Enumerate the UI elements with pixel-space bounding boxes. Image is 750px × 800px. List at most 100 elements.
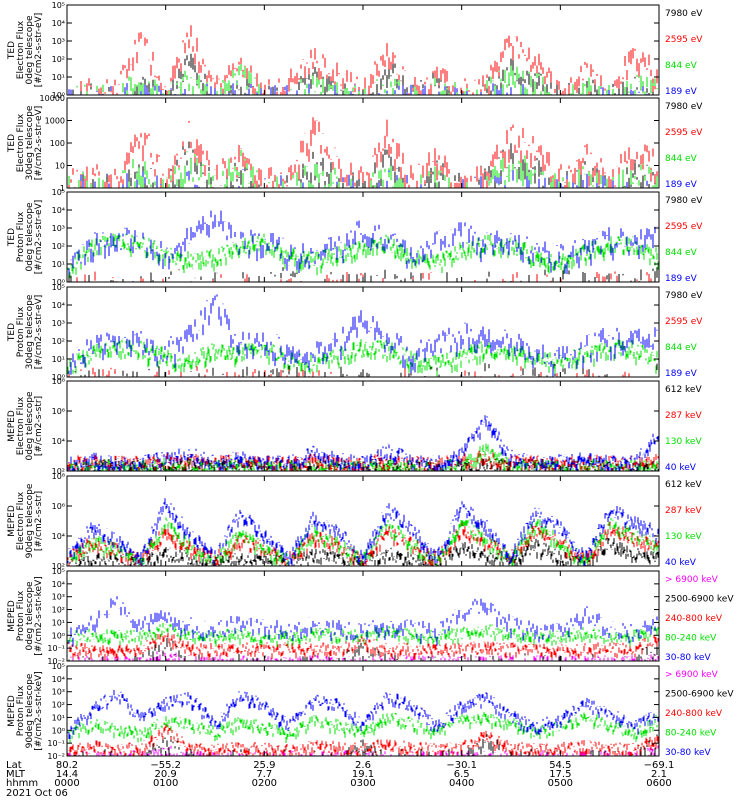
footer-lat-value: −55.2 [150,760,181,771]
legend-entry: 844 eV [665,248,698,258]
legend-entry: 2595 eV [665,128,703,138]
legend-entry: 287 keV [665,506,702,516]
panel-3: 10⁰ 10¹ 10² 10³ 10⁴ 10⁵ TEDProton Flux0deg tel… [7,188,703,287]
legend-entry: 612 keV [665,385,702,395]
legend-entry: > 6900 keV [665,670,719,680]
legend-entry: 7980 eV [665,102,703,112]
y-axis-label: TEDElectron Flux30deg telescope[#/cm2-s-… [7,105,44,180]
footer-hhmm-value: 0300 [350,778,375,789]
footer-hhmm-value: 0500 [548,778,573,789]
y-axis-label: MEPEDElectron Flux90deg telescope[#/cm2-… [7,483,44,558]
panels-group: 10⁰ 10¹ 10² 10³ 10⁴ 10⁵ TEDElectron Flux0deg t… [7,1,734,761]
y-tick-label: 10⁵ [52,662,65,671]
footer-mlt-value: 7.7 [256,769,272,780]
y-tick-label: 10⁸ [52,377,65,386]
y-axis-label: MEPEDProton Flux0deg telescope[#/cm2-s-s… [7,576,44,655]
footer-lat-value: −30.1 [446,760,477,771]
footer-hhmm-value: 0600 [646,778,671,789]
legend-entry: 844 eV [665,343,698,353]
y-tick-label: 10² [52,55,65,64]
footer-row-label-lat: Lat [6,760,22,771]
panel-2: 1 10 100 1000 10000 TEDElectron Flux30deg tel… [7,94,703,193]
series-line-4-1 [68,363,658,377]
y-axis-label: TEDProton Flux30deg telescope[#/cm2-s-st… [7,294,44,369]
footer-mlt-value: 14.4 [56,769,78,780]
footer-mlt-value: 19.1 [352,769,374,780]
footer-row-label-mlt: MLT [6,769,26,780]
legend-entry: 189 eV [665,87,698,97]
legend-entry: 240-800 keV [665,709,723,719]
y-tick-label: 10¹ [52,260,65,269]
footer-date: 2021 Oct 06 [6,788,68,799]
y-tick-label: 10² [52,606,65,615]
y-tick-label: 10⁵ [52,567,65,576]
y-tick-label: 1000 [45,117,65,126]
footer-mlt-value: 2.1 [651,769,667,780]
series-line-3-1 [68,265,660,282]
panel-frame [66,4,660,96]
y-tick-label: 10⁻¹ [47,644,65,653]
panel-8: 10⁻² 10⁻¹ 10⁰ 10¹ 10² 10³ 10⁴ 10⁵ MEPEDProton Fl… [7,662,734,761]
panel-frame [66,286,660,378]
legend-entry: 2500-6900 keV [665,690,734,700]
y-tick-label: 10² [52,242,65,251]
legend-entry: 2595 eV [665,222,703,232]
legend-entry: 189 eV [665,274,698,284]
footer-hhmm-value: 0000 [54,778,79,789]
panel-4: 10⁰ 10¹ 10² 10³ 10⁴ 10⁵ TEDProton Flux30deg te… [7,283,703,382]
y-tick-label: 1 [60,184,65,193]
y-tick-label: 10⁵ [52,283,65,292]
series-line-4-4 [66,294,660,377]
y-tick-label: 10³ [52,593,65,602]
y-tick-label: 10⁻¹ [47,739,65,748]
legend-entry: 130 keV [665,532,702,542]
legend-entry: 130 keV [665,437,702,447]
panel-6: 10² 10⁴ 10⁶ 10⁸ MEPEDElectron Flux90deg tele… [7,472,702,571]
y-tick-label: 10⁶ [52,502,65,511]
y-tick-label: 10⁸ [52,472,65,481]
y-tick-label: 10000 [40,94,65,103]
y-tick-label: 10¹ [52,713,65,722]
legend-entry: 30-80 keV [665,653,711,663]
y-tick-label: 10³ [52,224,65,233]
y-tick-label: 10⁴ [52,580,65,589]
footer-hhmm-value: 0200 [252,778,277,789]
y-tick-label: 10⁶ [52,407,65,416]
y-tick-label: 10⁴ [52,675,65,684]
y-tick-label: 10⁴ [52,437,65,446]
legend-entry: 287 keV [665,411,702,421]
legend-entry: 80-240 keV [665,729,717,739]
series-line-3-4 [66,210,660,275]
y-tick-label: 100 [50,139,65,148]
y-axis-label: TEDProton Flux0deg telescope[#/cm2-s-str… [7,200,44,275]
y-tick-label: 10² [52,337,65,346]
y-axis-label: TEDElectron Flux0deg telescope[#/cm2-s-s… [7,13,44,88]
legend-entry: 189 eV [665,180,698,190]
y-tick-label: 10⁻² [47,752,65,761]
series-line-1-2 [80,25,660,95]
footer-hhmm-value: 0100 [153,778,178,789]
y-tick-label: 10⁰ [52,726,65,735]
footer-lat-value: 2.6 [355,760,371,771]
footer-hhmm-value: 0400 [449,778,474,789]
footer-mlt-value: 20.9 [155,769,177,780]
legend-entry: 7980 eV [665,196,703,206]
y-tick-label: 10⁰ [52,91,65,100]
y-tick-label: 10⁴ [52,19,65,28]
y-tick-label: 10⁵ [52,188,65,197]
panel-1: 10⁰ 10¹ 10² 10³ 10⁴ 10⁵ TEDElectron Flux0deg t… [7,1,703,100]
y-tick-label: 10⁴ [52,532,65,541]
y-tick-label: 10⁰ [52,373,65,382]
legend-entry: 2500-6900 keV [665,595,734,605]
legend-entry: 7980 eV [665,291,703,301]
legend-entry: 240-800 keV [665,614,723,624]
panel-5: 10² 10⁴ 10⁶ 10⁸ MEPEDElectron Flux0deg teles… [7,377,702,476]
y-tick-label: 10² [52,562,65,571]
y-tick-label: 10⁰ [52,631,65,640]
legend-entry: 30-80 keV [665,748,711,758]
y-tick-label: 10⁵ [52,1,65,10]
series-line-1-3 [76,63,660,95]
legend-entry: 844 eV [665,154,698,164]
footer-row-label-hhmm: hhmm [6,778,38,789]
